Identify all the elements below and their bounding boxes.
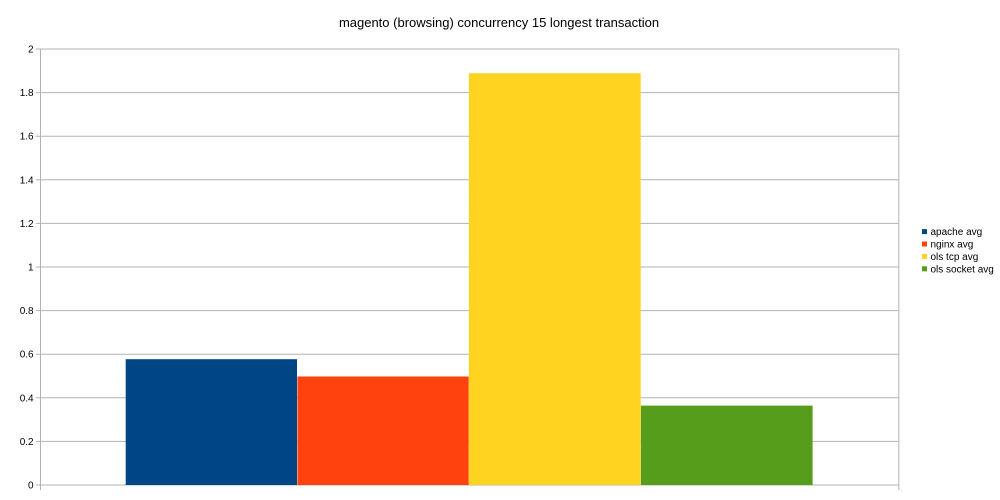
svg-text:1.2: 1.2 xyxy=(20,219,34,230)
svg-text:nginx avg: nginx avg xyxy=(931,240,974,251)
svg-text:1: 1 xyxy=(28,263,34,274)
svg-text:ols socket avg: ols socket avg xyxy=(931,264,994,275)
svg-text:apache avg: apache avg xyxy=(931,227,983,238)
svg-text:0: 0 xyxy=(28,481,34,492)
svg-text:1.4: 1.4 xyxy=(20,175,34,186)
svg-text:1.6: 1.6 xyxy=(20,132,34,143)
svg-text:magento (browsing) concurrency: magento (browsing) concurrency 15 longes… xyxy=(339,15,659,30)
svg-text:ols tcp avg: ols tcp avg xyxy=(931,252,979,263)
svg-text:0.8: 0.8 xyxy=(20,306,34,317)
svg-text:1.8: 1.8 xyxy=(20,88,34,99)
svg-text:0.2: 0.2 xyxy=(20,437,34,448)
svg-text:0.6: 0.6 xyxy=(20,350,34,361)
svg-text:0.4: 0.4 xyxy=(20,393,34,404)
svg-text:2: 2 xyxy=(28,45,34,56)
